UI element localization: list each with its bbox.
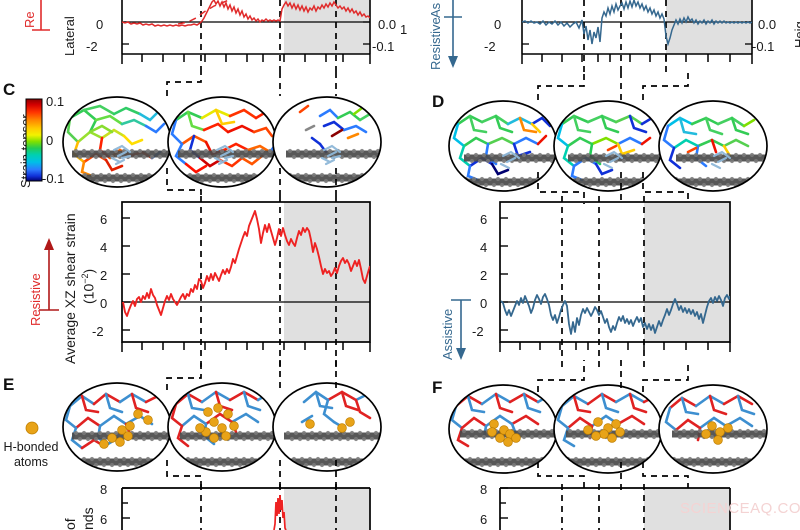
panelD-ytick-6: 6: [480, 212, 488, 227]
colorbar-mid-label: 0: [46, 133, 54, 148]
panelD-ytick-neg2: -2: [472, 324, 484, 339]
panelC-ytick-2: 2: [100, 268, 108, 283]
panelC-direction-arrow-icon: [39, 238, 59, 311]
panelE-y-axis-label-frag1: of: [62, 518, 78, 530]
panelE-plot-panel: of nds 8 6: [0, 482, 400, 530]
colorbar-max-label: 0.1: [46, 94, 65, 109]
topright-direction-arrow-icon: [444, 0, 462, 68]
panelF-ytick-8: 8: [480, 482, 488, 497]
topleft-y-axis-label: Lateral: [62, 16, 77, 56]
watermark: SCIENCEAQ.COM: [680, 500, 800, 517]
panelF-connector-lines: [537, 360, 689, 490]
panelC-ytick-6: 6: [100, 212, 108, 227]
topright-right-axis-label: Heig: [792, 21, 800, 48]
topleft-ytick-0: 0: [96, 17, 104, 32]
topright-ytick-neg2: -2: [484, 39, 496, 54]
colorbar-gradient: [25, 98, 43, 182]
hbond-legend-line2: atoms: [13, 455, 49, 469]
panelF-plot-svg: [499, 484, 731, 530]
panelC-ytick-neg2: -2: [92, 324, 104, 339]
panel-letter-F: F: [432, 378, 443, 397]
panelE-ytick-6: 6: [100, 512, 108, 527]
panelD-snapshots: [448, 100, 768, 192]
hbond-legend-line1: H-bonded: [3, 440, 59, 454]
topright-plot-panel: 1 Resistive As 0 -2 0.0 -0.1 Heig: [400, 0, 800, 72]
topleft-plot-panel: Re Lateral 0 -2 0.0 -0.1: [0, 0, 400, 72]
topleft-plot-svg: [121, 0, 371, 72]
panelE-plot-svg: [121, 484, 371, 530]
panelE-connector-lines: [166, 360, 337, 490]
hbonded-atom-marker-icon: [25, 421, 39, 435]
panelD-direction-arrow-icon: [451, 299, 471, 360]
panelD-ytick-4: 4: [480, 240, 488, 255]
panel-letter-D: D: [432, 92, 445, 111]
panel-letter-C: C: [3, 80, 16, 99]
panelD-ytick-2: 2: [480, 268, 488, 283]
panelF-plot-panel: 8 6: [400, 482, 800, 530]
panelC-ytick-4: 4: [100, 240, 108, 255]
topright-plot-svg: [521, 0, 753, 72]
panelD-plot-svg: [499, 196, 731, 368]
topright-extra-label: 1: [400, 22, 408, 37]
panelD-connector-lines: [537, 72, 689, 204]
panelC-snapshots: [62, 96, 382, 188]
topleft-right-ytick-neg01: -0.1: [372, 39, 395, 54]
panelE-y-axis-label-frag2: nds: [80, 507, 96, 530]
panel-letter-E: E: [3, 375, 15, 394]
panelC-ytick-0: 0: [100, 296, 108, 311]
panelF-ytick-6: 6: [480, 512, 488, 527]
topright-right-ytick-neg01: -0.1: [752, 39, 775, 54]
panelD-ytick-0: 0: [480, 296, 488, 311]
panelE-ytick-8: 8: [100, 482, 108, 497]
panelC-y-axis-units: (10−2): [80, 268, 97, 304]
panelD-plot-panel: Assistive 6 4 2 0 -2: [400, 196, 800, 368]
panelC-y-axis-label: Average XZ shear strain: [62, 213, 78, 364]
panelC-connector-lines: [166, 72, 337, 200]
panelC-plot-svg: [121, 196, 371, 368]
topright-right-ytick-0: 0.0: [758, 17, 777, 32]
strain-tensor-colorbar: Strain tensor 0.1 0 -0.1: [0, 92, 92, 192]
topleft-ytick-neg2: -2: [86, 39, 98, 54]
panelF-snapshots: [448, 384, 768, 474]
topright-ytick-0: 0: [494, 17, 502, 32]
topleft-right-ytick-0: 0.0: [378, 17, 397, 32]
colorbar-min-label: -0.1: [42, 171, 65, 186]
topleft-direction-arrow-icon: [32, 0, 50, 31]
panelC-plot-panel: Resistive Average XZ shear strain (10−2)…: [0, 196, 400, 368]
panelE-snapshots: [62, 382, 382, 472]
